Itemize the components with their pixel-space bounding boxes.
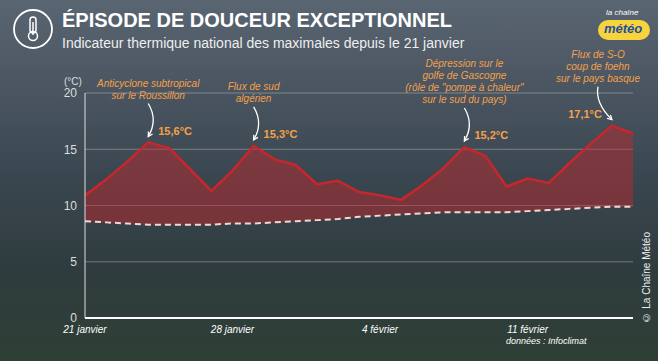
svg-text:15: 15 xyxy=(64,143,78,157)
html-text:la chaîne: la chaîne xyxy=(606,8,639,17)
svg-text:Flux de S-O: Flux de S-O xyxy=(571,49,625,60)
svg-text:4 février: 4 février xyxy=(362,324,399,335)
svg-text:21 janvier: 21 janvier xyxy=(62,324,107,335)
svg-text:golfe de Gascogne: golfe de Gascogne xyxy=(422,70,506,81)
svg-text:28 janvier: 28 janvier xyxy=(210,324,255,335)
html-text:Indicateur thermique national: Indicateur thermique national des maxima… xyxy=(62,35,465,51)
html-text:© La Chaîne Météo: © La Chaîne Météo xyxy=(641,232,652,323)
svg-text:20: 20 xyxy=(64,86,78,100)
svg-text:Dépression sur le: Dépression sur le xyxy=(425,58,503,69)
svg-text:10: 10 xyxy=(64,199,78,213)
svg-text:17,1°C: 17,1°C xyxy=(568,108,602,120)
svg-text:coup de foehn: coup de foehn xyxy=(566,61,630,72)
svg-text:algérien: algérien xyxy=(236,93,272,104)
svg-text:15,2°C: 15,2°C xyxy=(474,129,508,141)
svg-text:sur le pays basque: sur le pays basque xyxy=(556,73,640,84)
svg-text:Flux de sud: Flux de sud xyxy=(228,81,280,92)
svg-text:sur le Roussillon: sur le Roussillon xyxy=(112,90,186,101)
svg-text:15,3°C: 15,3°C xyxy=(264,128,298,140)
svg-text:Anticyclone subtropical: Anticyclone subtropical xyxy=(96,78,200,89)
svg-text:11 février: 11 février xyxy=(507,324,549,335)
svg-text:15,6°C: 15,6°C xyxy=(158,125,192,137)
svg-text:0: 0 xyxy=(70,311,77,325)
svg-text:5: 5 xyxy=(70,255,77,269)
html-text:(°C): (°C) xyxy=(64,76,82,87)
svg-text:(rôle de "pompe à chaleur": (rôle de "pompe à chaleur" xyxy=(405,82,524,93)
html-text:ÉPISODE DE DOUCEUR EXCEPTIONNE: ÉPISODE DE DOUCEUR EXCEPTIONNEL xyxy=(62,9,453,31)
html-text:météo: météo xyxy=(604,21,643,36)
svg-text:sur le sud du pays): sur le sud du pays) xyxy=(422,94,507,105)
html-text:données : Infoclimat: données : Infoclimat xyxy=(506,336,587,346)
